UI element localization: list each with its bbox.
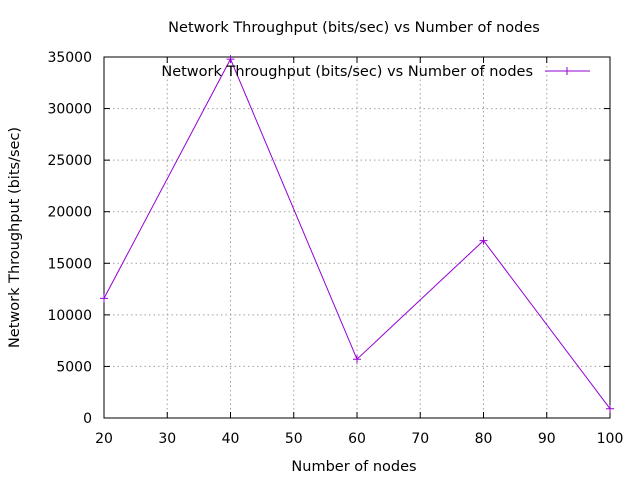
x-tick-label: 40: [222, 431, 240, 447]
data-point-marker: [606, 404, 614, 413]
data-point-marker: [100, 294, 108, 303]
x-tick-label: 100: [597, 431, 624, 447]
legend: Network Throughput (bits/sec) vs Number …: [161, 64, 590, 80]
x-tick-label: 20: [95, 431, 113, 447]
y-axis-title: Network Throughput (bits/sec): [7, 127, 23, 348]
x-tick-label: 80: [475, 431, 493, 447]
legend-marker: [563, 67, 571, 75]
y-tick-label: 0: [83, 411, 92, 427]
legend-label: Network Throughput (bits/sec) vs Number …: [161, 64, 533, 80]
chart-title: Network Throughput (bits/sec) vs Number …: [168, 20, 540, 36]
x-tick-label: 90: [538, 431, 556, 447]
y-tick-label: 35000: [47, 50, 92, 66]
y-tick-label: 5000: [56, 359, 92, 375]
grid-layer: [104, 57, 610, 418]
y-tick-label: 15000: [47, 256, 92, 272]
y-tick-label: 25000: [47, 153, 92, 169]
x-tick-label: 50: [285, 431, 303, 447]
x-tick-label: 30: [158, 431, 176, 447]
data-point-marker: [479, 236, 488, 245]
y-tick-label: 20000: [47, 205, 92, 221]
series-layer: [100, 55, 614, 413]
tick-layer: 0 5000 10000 15000 20000 25000 30000 35000 20 30 4…: [47, 50, 623, 447]
data-point-marker: [226, 55, 235, 64]
y-tick-label: 30000: [47, 102, 92, 118]
x-tick-label: 70: [411, 431, 429, 447]
y-tick-label: 10000: [47, 308, 92, 324]
x-tick-label: 60: [348, 431, 366, 447]
x-axis-title: Number of nodes: [291, 459, 416, 475]
data-point-marker: [353, 355, 361, 364]
